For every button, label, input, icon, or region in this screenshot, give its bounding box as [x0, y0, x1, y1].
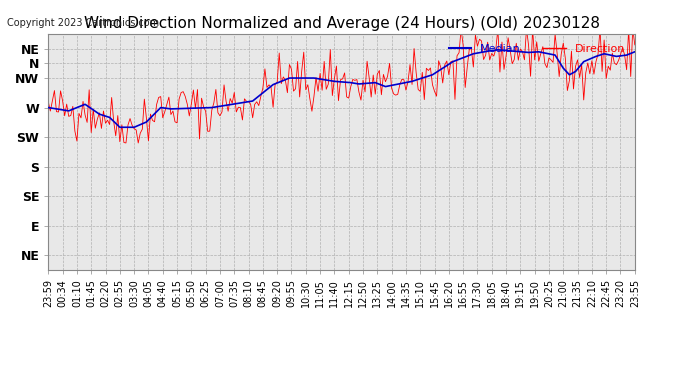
Text: Copyright 2023 Cartronics.com: Copyright 2023 Cartronics.com — [7, 18, 159, 28]
Title: Wind Direction Normalized and Average (24 Hours) (Old) 20230128: Wind Direction Normalized and Average (2… — [83, 16, 600, 31]
Legend: Median, Direction: Median, Direction — [445, 39, 629, 58]
